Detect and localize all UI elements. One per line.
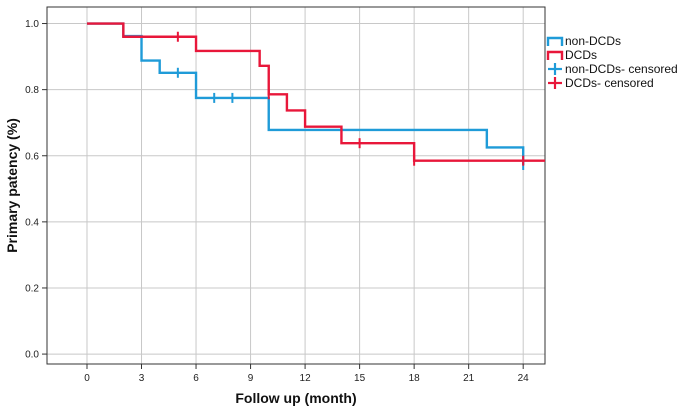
legend-label: DCDs- censored <box>565 76 654 90</box>
legend-item: DCDs- censored <box>548 76 654 90</box>
x-tick-label: 6 <box>193 373 199 384</box>
x-tick-label: 21 <box>463 373 475 384</box>
legend-label: non-DCDs <box>565 34 621 48</box>
y-tick-label: 0.6 <box>25 151 39 162</box>
x-tick-label: 3 <box>139 373 145 384</box>
x-tick-label: 24 <box>518 373 530 384</box>
y-axis-title: Primary patency (%) <box>4 118 20 253</box>
x-tick-label: 0 <box>84 373 90 384</box>
legend-item: non-DCDs <box>546 34 621 48</box>
legend-line-swatch <box>546 50 564 60</box>
legend-label: DCDs <box>565 48 597 62</box>
legend-item: DCDs <box>546 48 597 62</box>
km-curve-dcds <box>86 22 545 162</box>
censor-marks <box>176 31 525 171</box>
legend-item: non-DCDs- censored <box>548 62 678 76</box>
x-tick-label: 12 <box>300 373 312 384</box>
y-axis-ticks: 0.0 0.2 0.4 0.6 0.8 1.0 <box>25 19 47 361</box>
y-tick-label: 0.4 <box>25 217 39 228</box>
x-axis-ticks: 0 3 6 9 12 15 18 21 24 <box>84 364 529 384</box>
y-tick-label: 0.2 <box>25 283 39 294</box>
x-tick-label: 18 <box>409 373 421 384</box>
grid <box>47 7 545 364</box>
x-axis-title: Follow up (month) <box>235 390 356 406</box>
y-tick-label: 1.0 <box>25 19 39 30</box>
plot-frame <box>46 6 546 365</box>
legend-line-swatch <box>546 36 564 46</box>
y-tick-label: 0.8 <box>25 85 39 96</box>
survival-curves <box>86 22 545 166</box>
y-tick-label: 0.0 <box>25 350 39 361</box>
x-tick-label: 15 <box>354 373 366 384</box>
legend-label: non-DCDs- censored <box>565 62 678 76</box>
x-tick-label: 9 <box>248 373 254 384</box>
